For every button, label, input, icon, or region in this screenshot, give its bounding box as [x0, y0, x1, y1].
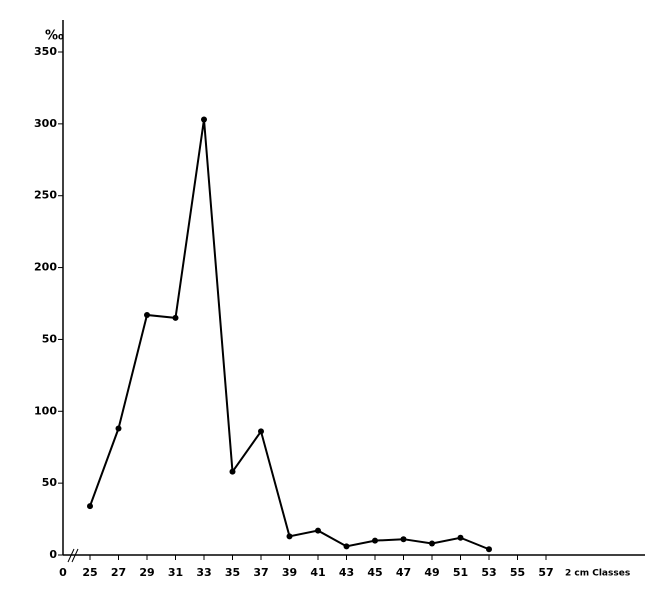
data-point — [144, 311, 150, 318]
y-tick-label: 100 — [34, 404, 57, 417]
x-tick-label: 49 — [424, 566, 439, 579]
x-tick-label: 45 — [367, 566, 382, 579]
x-tick-label: 33 — [196, 566, 211, 579]
axis-break — [67, 548, 75, 563]
data-point — [201, 116, 207, 123]
x-tick-label: 55 — [510, 566, 525, 579]
x-tick-label: 41 — [310, 566, 325, 579]
data-point — [258, 428, 264, 435]
y-tick-label: 250 — [34, 189, 57, 202]
x-tick-label: 57 — [538, 566, 553, 579]
data-point — [486, 546, 492, 553]
x-tick-label: 47 — [396, 566, 411, 579]
data-point — [457, 534, 464, 541]
y-unit-label: ‰ — [45, 29, 64, 44]
data-point — [115, 425, 122, 432]
x-tick-label: 25 — [82, 566, 97, 579]
data-point — [400, 536, 407, 543]
y-tick-label: 300 — [34, 117, 57, 130]
x-axis-label: 2 cm Classes — [565, 569, 630, 579]
data-point — [286, 533, 293, 540]
x-tick-label: 51 — [453, 566, 468, 579]
x-tick-label: 29 — [139, 566, 154, 579]
x-tick-label: 39 — [282, 566, 297, 579]
x-tick-label: 43 — [339, 566, 354, 579]
y-tick-label: 200 — [34, 261, 57, 274]
y-tick-label: 350 — [34, 45, 57, 58]
data-line — [89, 119, 490, 551]
y-tick-label: 0 — [49, 548, 57, 561]
data-point — [229, 468, 236, 475]
x-origin-label: 0 — [59, 566, 67, 579]
x-tick-label: 27 — [111, 566, 126, 579]
x-tick-label: 37 — [253, 566, 268, 579]
y-tick-label: 50 — [42, 332, 58, 345]
x-tick-label: 31 — [168, 566, 183, 579]
data-point — [172, 314, 179, 321]
x-tick-label: 35 — [225, 566, 240, 579]
data-point — [87, 503, 93, 510]
y-tick-label: 50 — [42, 476, 58, 489]
data-point — [343, 543, 350, 550]
data-point — [429, 540, 435, 547]
data-point — [315, 527, 321, 534]
axis-break — [71, 548, 79, 563]
x-tick-label: 53 — [481, 566, 496, 579]
data-point — [372, 537, 378, 544]
